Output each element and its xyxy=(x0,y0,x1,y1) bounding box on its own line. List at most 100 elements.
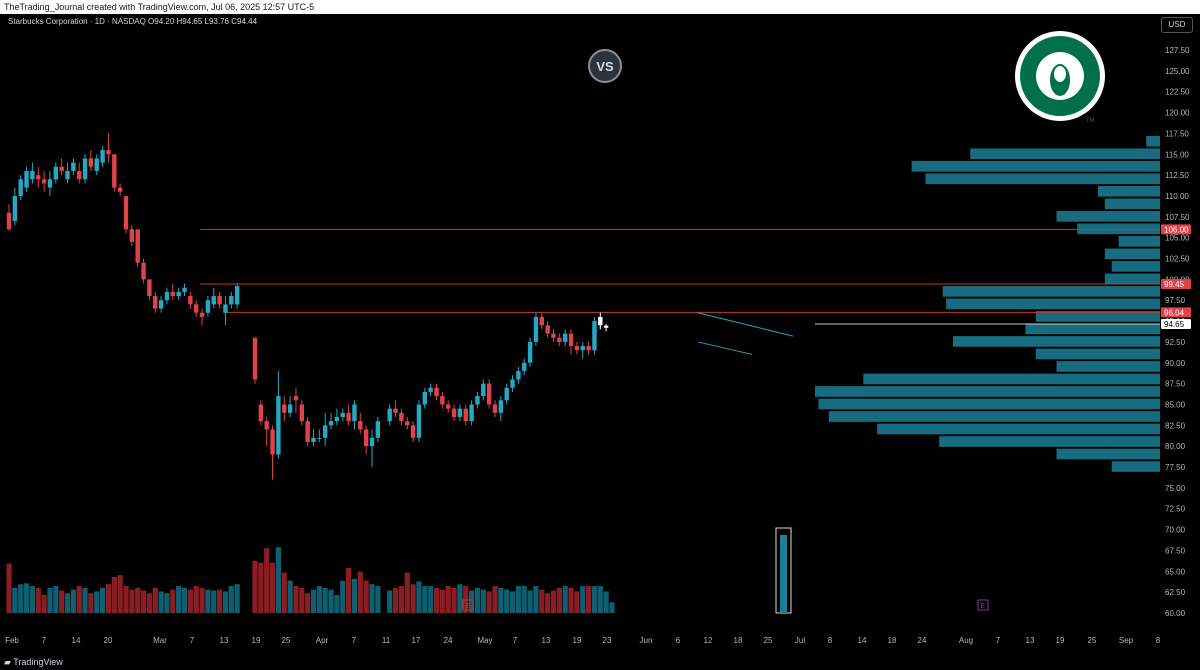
volume-bar xyxy=(387,590,393,613)
volume-bar xyxy=(287,580,293,613)
y-tick-label: 87.50 xyxy=(1165,380,1186,389)
candle-body xyxy=(188,296,193,305)
volume-bar xyxy=(545,593,551,613)
x-tick-label: 8 xyxy=(1156,636,1161,645)
y-tick-label: 127.50 xyxy=(1165,46,1190,55)
volume-bar xyxy=(305,593,311,613)
candle-body xyxy=(463,408,468,422)
x-tick-label: Jul xyxy=(795,636,805,645)
candle-body xyxy=(135,229,140,263)
volume-bar xyxy=(269,562,276,613)
volume-bar xyxy=(199,587,205,613)
volume-bar xyxy=(158,591,164,613)
channel-upper-line xyxy=(697,312,794,337)
x-tick-label: 13 xyxy=(542,636,551,645)
candle-body xyxy=(469,404,474,422)
x-tick-label: 23 xyxy=(603,636,612,645)
vs-logo-icon xyxy=(588,49,622,83)
volume-bar xyxy=(187,589,193,613)
price-label-text: 96.04 xyxy=(1164,308,1185,317)
x-tick-label: 13 xyxy=(1026,636,1035,645)
x-tick-label: 18 xyxy=(734,636,743,645)
candle-body xyxy=(47,179,53,188)
candle-body xyxy=(282,404,287,413)
volume-profile-bar xyxy=(1104,198,1160,210)
volume-bar xyxy=(486,591,492,613)
earnings-marker-label: E xyxy=(466,603,471,610)
volume-bar xyxy=(568,587,574,613)
candle-body xyxy=(258,404,264,422)
volume-bar xyxy=(94,591,100,613)
candle-body xyxy=(369,437,375,447)
y-tick-label: 82.50 xyxy=(1165,421,1186,430)
candle-body xyxy=(363,429,369,447)
volume-bar xyxy=(152,587,158,613)
x-tick-label: May xyxy=(477,636,492,645)
volume-bar xyxy=(222,591,229,613)
candle-body xyxy=(346,412,351,422)
earnings-marker xyxy=(977,599,989,611)
volume-profile-bar xyxy=(815,386,1160,397)
candle-body xyxy=(516,371,521,380)
tradingview-logo[interactable]: ▰ TradingView xyxy=(4,654,63,670)
volume-profile-bar xyxy=(1035,348,1160,360)
volume-bar xyxy=(480,589,486,613)
chart-area[interactable]: 60.00 62.50 65.00 67.50 70.00 72.50 75.00 77.50… xyxy=(0,14,1200,656)
y-tick-label: 67.50 xyxy=(1165,546,1186,555)
candle-body xyxy=(217,296,222,305)
x-tick-label: 25 xyxy=(1088,636,1097,645)
highlight-volume-bar xyxy=(780,535,787,613)
channel-lower-line xyxy=(697,341,753,355)
currency-button[interactable]: USD xyxy=(1161,17,1193,33)
volume-bar xyxy=(474,587,481,613)
volume-profile-bar xyxy=(1035,311,1160,322)
volume-profile-bar xyxy=(970,148,1160,160)
candle-body xyxy=(557,337,562,342)
y-tick-label: 110.00 xyxy=(1165,192,1189,201)
volume-bar xyxy=(410,584,416,613)
volume-profile-bar xyxy=(1025,323,1160,335)
footer-bar: ▰ TradingView xyxy=(0,654,1200,670)
x-tick-label: 25 xyxy=(764,636,773,645)
tradingview-logo-icon: ▰ xyxy=(4,657,11,667)
volume-bar xyxy=(574,591,580,613)
candle-body xyxy=(123,195,129,230)
candle-body xyxy=(539,316,544,326)
volume-profile-bar xyxy=(828,411,1160,422)
candle-body xyxy=(498,400,504,413)
candle-body xyxy=(428,387,433,392)
volume-bar xyxy=(59,590,65,613)
volume-bar xyxy=(53,586,59,613)
y-tick-label: 62.50 xyxy=(1165,588,1186,597)
volume-bar xyxy=(539,589,545,613)
candle-body xyxy=(399,412,404,422)
candle-body xyxy=(164,291,170,301)
x-tick-label: 7 xyxy=(996,636,1001,645)
price-chart[interactable]: 60.00 62.50 65.00 67.50 70.00 72.50 75.00 77.50… xyxy=(0,14,1200,656)
candle-body xyxy=(199,312,205,317)
y-tick-label: 72.50 xyxy=(1165,505,1186,514)
x-tick-label: Feb xyxy=(5,636,19,645)
volume-bar xyxy=(580,586,586,613)
earnings-marker xyxy=(462,599,474,611)
candle-body xyxy=(504,387,509,401)
y-tick-label: 107.50 xyxy=(1165,213,1190,222)
volume-profile-bar xyxy=(911,160,1160,172)
volume-profile-bar xyxy=(1111,261,1160,272)
volume-profile-bar xyxy=(1097,185,1160,197)
candle-body xyxy=(82,158,88,180)
x-tick-label: 11 xyxy=(382,636,391,645)
volume-bar xyxy=(129,589,135,613)
volume-profile-bar xyxy=(925,173,1160,185)
volume-bar xyxy=(205,589,211,613)
volume-bar xyxy=(586,586,592,613)
volume-bar xyxy=(117,575,123,613)
candle-body xyxy=(451,408,457,417)
candle-body xyxy=(158,300,164,309)
volume-bar xyxy=(88,593,94,613)
volume-bar xyxy=(591,586,598,613)
candle-body xyxy=(71,162,76,171)
volume-bar xyxy=(23,583,30,613)
candle-body xyxy=(416,404,422,438)
price-label-text: 106.00 xyxy=(1164,225,1189,234)
